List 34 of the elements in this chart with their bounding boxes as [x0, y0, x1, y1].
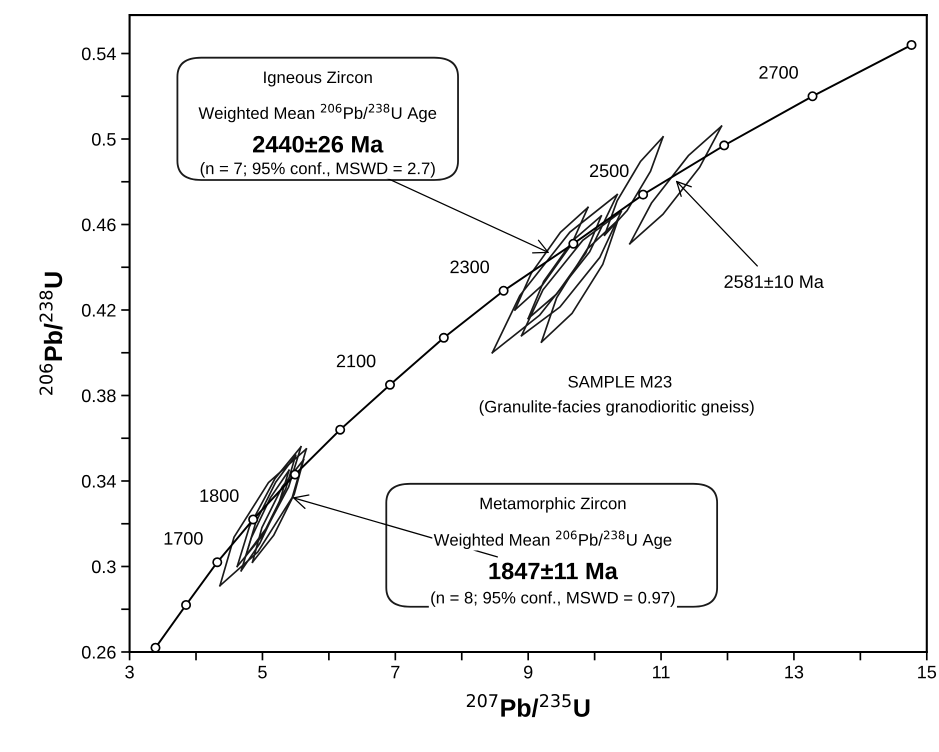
y-tick-label: 0.3: [92, 560, 116, 574]
x-tick-label: 15: [918, 666, 936, 678]
annotation: 2100: [336, 354, 376, 368]
y-axis-title: $^{206}$Pb/$^{238}$U: [39, 272, 62, 395]
annotation: 1800: [200, 489, 239, 502]
annotation: 2700: [759, 66, 798, 79]
annotation: Weighted Mean $^{206}$Pb/$^{238}$U Age: [434, 530, 672, 550]
x-tick-label: 5: [258, 666, 267, 678]
annotation: 2440±26 Ma: [252, 136, 384, 153]
annotation: Metamorphic Zircon: [480, 497, 626, 513]
annotation: Weighted Mean $^{206}$Pb/$^{238}$U Age: [198, 104, 436, 122]
annotation: 1700: [164, 532, 203, 545]
y-tick-label: 0.26: [82, 646, 116, 659]
y-tick-label: 0.34: [82, 474, 116, 488]
x-tick-label: 13: [785, 666, 804, 678]
y-tick-label: 0.54: [82, 47, 116, 60]
annotation: Igneous Zircon: [264, 70, 372, 87]
y-tick-label: 0.46: [82, 218, 116, 232]
annotation: (n = 8; 95% conf., MSWD = 0.97): [431, 591, 675, 607]
y-tick-label: 0.42: [82, 304, 116, 317]
y-tick-label: 0.5: [92, 132, 116, 146]
x-tick-label: 7: [391, 666, 400, 678]
x-tick-label: 11: [653, 666, 670, 678]
annotation: (n = 7; 95% conf., MSWD = 2.7): [200, 162, 435, 178]
annotation: SAMPLE M23: [568, 376, 672, 388]
x-axis-title: $^{207}$Pb/$^{235}$U: [466, 694, 590, 718]
annotation: 2581±10 Ma: [724, 275, 824, 288]
annotation: (Granulite-facies granodioritic gneiss): [480, 400, 754, 416]
y-tick-label: 0.38: [82, 389, 116, 402]
x-tick-label: 3: [125, 666, 134, 678]
annotation: 2500: [590, 164, 629, 178]
annotation: 2300: [450, 260, 490, 274]
x-tick-label: 9: [524, 666, 532, 678]
annotation: 1847±11 Ma: [489, 562, 618, 580]
